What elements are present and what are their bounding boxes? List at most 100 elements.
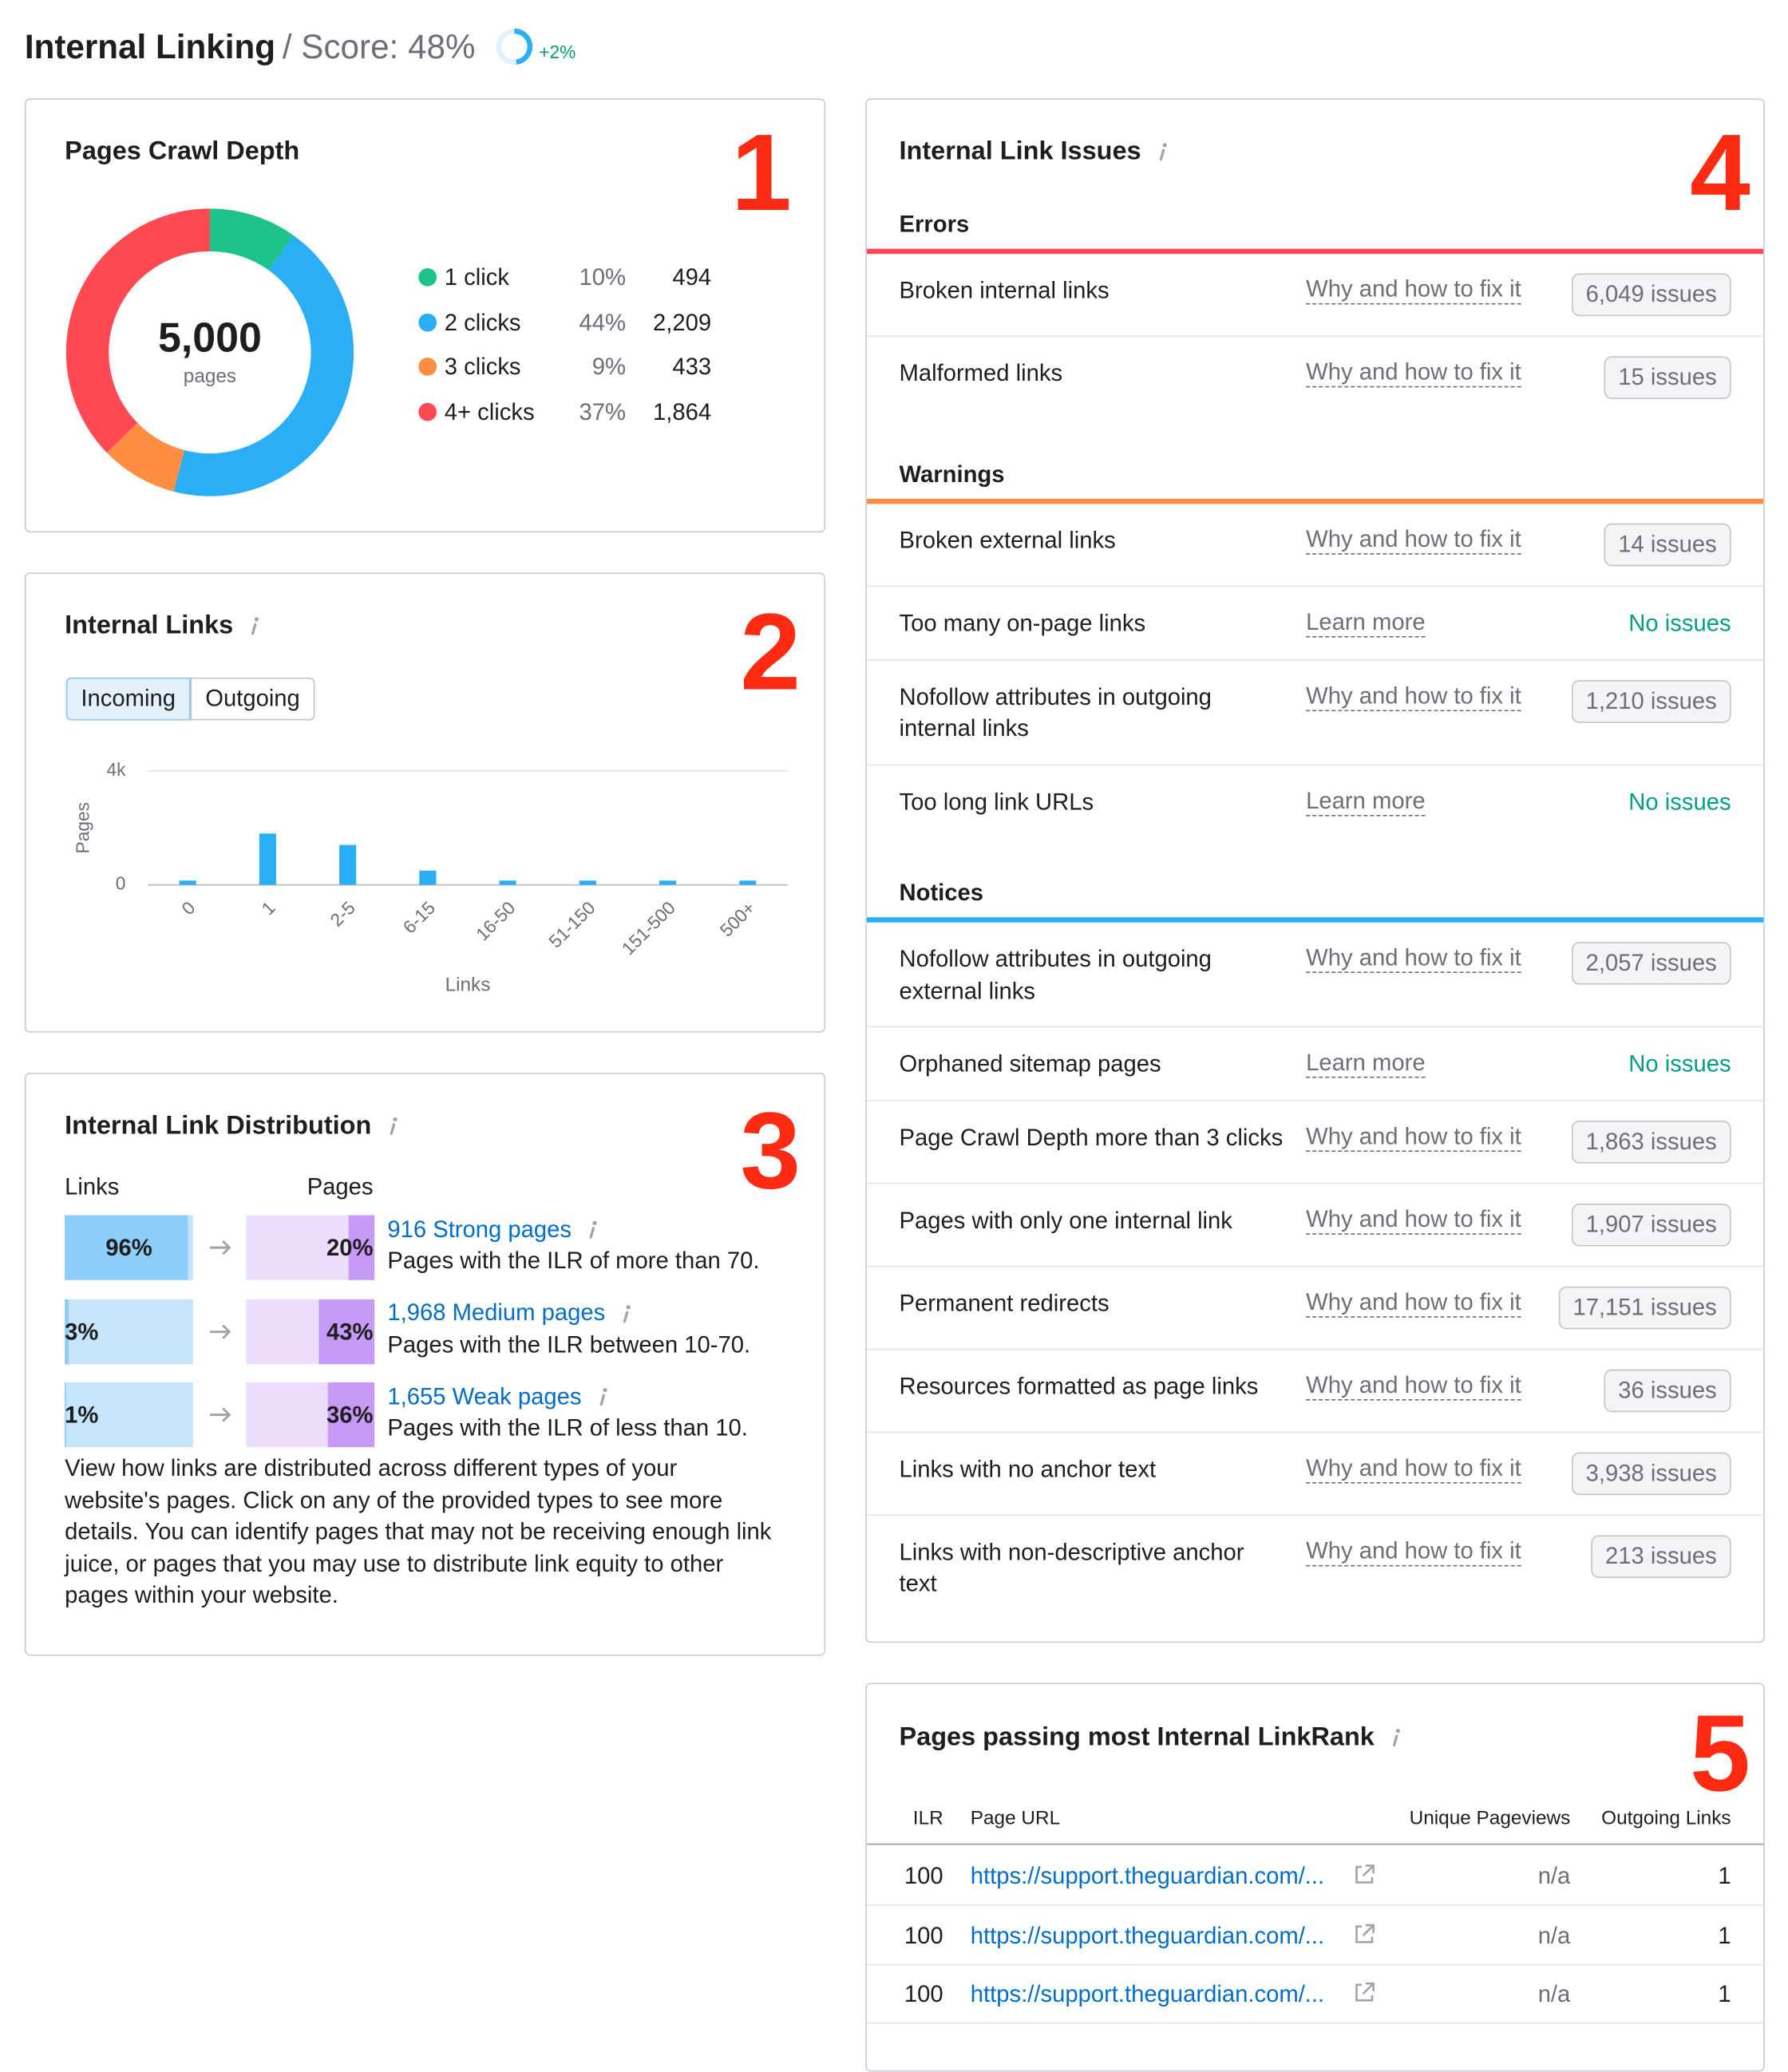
page: Pages Crawl Depth 1 5,000 pages 1 click 10% 49… [24,27,1765,2072]
legend-pages: 1,864 [653,399,712,425]
help-link[interactable]: Why and how to fix it [1306,1370,1521,1400]
note: View how links are distributed across di… [65,1454,772,1608]
links-share: 96% [105,1234,152,1261]
external-link-shape [1355,1924,1375,1943]
donut-segment [173,235,354,496]
issue-name: Broken internal links [899,277,1110,303]
issues-badge[interactable]: 213 issues [1591,1534,1731,1578]
issues-badge[interactable]: 6,049 issues [1571,273,1731,317]
x-axis-label: Links [445,975,491,996]
help-link[interactable]: Why and how to fix it [1306,358,1521,388]
issues-badge[interactable]: 17,151 issues [1558,1286,1731,1329]
issue-name: Resources formatted as page links [899,1372,1259,1399]
page-url[interactable]: https://support.theguardian.com/... [970,1981,1325,2007]
legend-name: 4+ clicks [444,399,535,425]
links-share: 3% [65,1318,99,1345]
issues-badge[interactable]: 1,210 issues [1571,679,1731,722]
group-link[interactable]: 916 Strong pages [387,1216,572,1242]
card-title: Pages Crawl Depth [65,136,300,165]
help-link[interactable]: Why and how to fix it [1306,681,1521,711]
info-stem [1159,148,1165,161]
donut-total: 5,000 [158,315,262,362]
donut-segment [209,208,294,271]
legend-share: 37% [579,399,627,425]
column-header: Outgoing Links [1601,1807,1731,1829]
help-link[interactable]: Why and how to fix it [1306,1121,1521,1152]
tab[interactable]: Outgoing [190,677,315,721]
issue-row: Nofollow attributes in outgoing internal… [866,660,1764,765]
external-link-icon [1355,1864,1375,1884]
help-link[interactable]: Learn more [1306,607,1426,638]
table-cell: 1 [1718,1863,1731,1889]
score-change: +2% [539,41,576,62]
group-row: 1,968 Medium pages [387,1298,634,1329]
external-link-shape [1355,1983,1375,2003]
card-title-row: Internal Links [65,609,262,643]
info-stem [390,1123,395,1135]
issue-name: Orphaned sitemap pages [899,1050,1161,1077]
help-link[interactable]: Why and how to fix it [1306,275,1521,305]
group-link[interactable]: 1,968 Medium pages [387,1299,606,1326]
column-header: Pages [307,1173,374,1200]
info-stem [623,1310,629,1323]
arrow [209,1407,231,1422]
table-cell: 1 [1718,1981,1731,2007]
legend-name: 1 click [444,264,509,291]
x-tick-label: 2-5 [326,897,359,931]
page-url[interactable]: https://support.theguardian.com/... [970,1863,1325,1889]
issues-badge[interactable]: 1,907 issues [1571,1203,1731,1246]
links-bar: 3% [65,1299,193,1364]
tab[interactable]: Incoming [65,677,191,721]
info-icon [251,617,259,635]
page-url[interactable]: https://support.theguardian.com/... [970,1922,1325,1948]
help-link[interactable]: Why and how to fix it [1306,1204,1521,1235]
help-link[interactable]: Why and how to fix it [1306,1453,1521,1483]
y-axis-label: Pages [73,802,93,853]
legend-pages: 2,209 [653,309,712,335]
help-link[interactable]: Why and how to fix it [1306,943,1521,974]
table-cell: 100 [904,1922,943,1948]
donut-unit: pages [184,366,236,387]
links-bar: 96% [65,1215,193,1280]
dashboard: Pages Crawl Depth 1 5,000 pages 1 click 10% 49… [24,27,1765,2072]
pages-bar: 36% [246,1382,375,1448]
help-link[interactable]: Learn more [1306,1048,1426,1078]
issue-row: Broken external links Why and how to fix … [866,504,1764,587]
links-bar-fill [65,1382,66,1448]
help-link[interactable]: Learn more [1306,785,1426,816]
help-link[interactable]: Why and how to fix it [1306,1287,1521,1317]
card-title: Internal Link Distribution [65,1110,372,1140]
bar [739,880,757,885]
legend-dot [418,268,437,287]
help-link[interactable]: Why and how to fix it [1306,524,1521,555]
distribution-card: Internal Link Distribution 3 Links Pages 96%… [24,1073,825,1656]
section-number: 4 [1690,111,1750,234]
info-stem [599,1394,605,1406]
issues-badge[interactable]: 14 issues [1604,523,1731,567]
links-share: 1% [65,1402,99,1428]
issue-name: Links with no anchor text [899,1455,1157,1482]
issue-row: Broken internal links Why and how to fix … [866,254,1764,338]
bar [339,844,357,885]
issues-badge[interactable]: 3,938 issues [1571,1451,1731,1495]
info-dot [603,1388,607,1393]
bar [179,880,196,885]
issues-badge[interactable]: 2,057 issues [1571,942,1731,985]
issues-badge[interactable]: 36 issues [1604,1368,1731,1412]
issue-name: Too many on-page links [899,610,1146,636]
issues-badge[interactable]: 1,863 issues [1571,1120,1731,1163]
group-link[interactable]: 1,655 Weak pages [387,1382,582,1410]
info-dot [392,1117,398,1122]
issue-row: Page Crawl Depth more than 3 clicks Why a… [866,1101,1764,1184]
links-bar: 1% [65,1382,193,1448]
legend-dot [418,313,437,332]
donut-segment [65,208,211,453]
x-tick-label: 0 [177,897,199,919]
arrow [209,1240,231,1255]
info-icon [599,1388,607,1406]
issues-badge[interactable]: 15 issues [1604,356,1731,399]
issue-row: Nofollow attributes in outgoing external… [866,923,1764,1028]
group-description: Pages with the ILR of less than 10. [387,1414,748,1441]
help-link[interactable]: Why and how to fix it [1306,1536,1521,1566]
card-title-row: Pages Crawl Depth [65,135,299,168]
